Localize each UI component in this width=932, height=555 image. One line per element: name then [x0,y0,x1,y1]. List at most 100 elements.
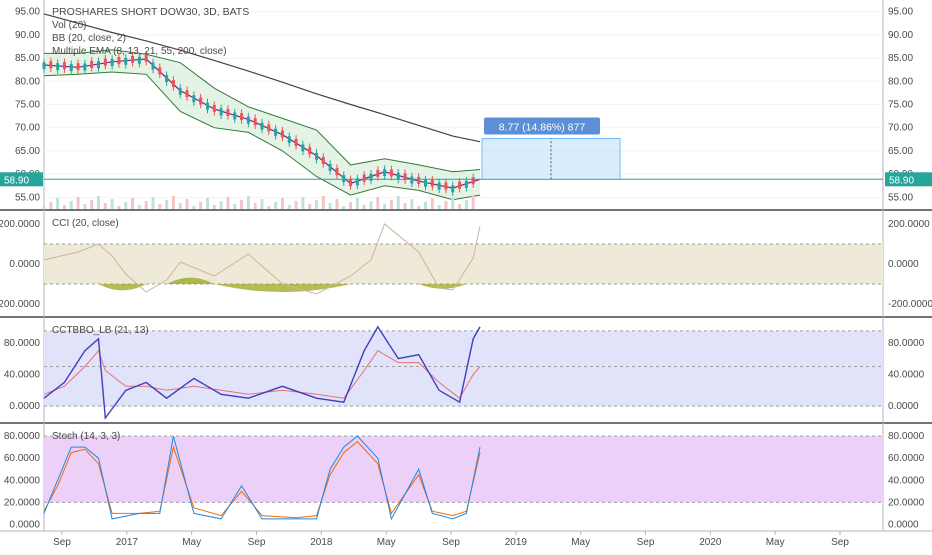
stoch-tick-label: 60.0000 [888,453,925,464]
volume-bar [185,199,189,209]
candle-body [458,181,462,189]
volume-bar [321,196,325,209]
stoch-band [44,436,883,503]
volume-bar [328,203,332,209]
volume-bar [396,196,400,209]
candle-body [212,104,216,112]
measure-label: 8.77 (14.86%) 877 [499,122,586,134]
candle-body [369,173,373,181]
candle-body [192,95,196,103]
price-tick-label-right: 80.00 [888,76,913,87]
stoch-tick-label-left: 60.0000 [4,453,41,464]
volume-bar [151,197,155,209]
candle-body [451,185,455,193]
candle-body [240,113,244,121]
volume-bar [62,205,66,209]
volume-bar [471,196,475,209]
candle-body [131,55,135,63]
price-tick-label-right: 75.00 [888,100,913,111]
candle-body [267,124,271,132]
volume-bar [369,201,373,209]
candle-body [83,63,87,71]
time-axis-label: Sep [53,537,71,548]
volume-bar [212,205,216,209]
candle-body [417,176,421,184]
cci-band [44,244,883,284]
candle-body [349,179,353,187]
candle-body [165,75,169,83]
volume-bar [267,206,271,209]
candle-body [97,61,100,69]
cci-oversold-fill [98,284,147,291]
candle-body [185,90,189,98]
volume-bar [301,197,305,209]
volume-bar [437,205,441,209]
stoch-tick-label: 0.0000 [888,519,919,530]
volume-bar [383,204,387,209]
candle-body [199,97,203,105]
stoch-tick-label: 80.0000 [888,431,925,442]
candle-body [90,60,94,68]
last-price-label-left: 58.90 [4,175,29,186]
volume-bar [280,198,284,209]
volume-bar [219,201,223,209]
bollinger-upper-line [44,49,481,173]
cci-label: CCI (20, close) [52,218,119,229]
price-tick-label-right: 90.00 [888,30,913,41]
stoch-tick-label-left: 40.0000 [4,475,41,486]
last-price-badge-right [885,172,932,187]
cctbbo-tick-label: 0.0000 [888,401,919,412]
candle-body [437,182,441,190]
volume-bar [335,199,339,209]
candle-body [430,179,434,187]
volume-bar [192,206,196,209]
stoch-label: Stoch (14, 3, 3) [52,431,120,442]
candle-body [69,64,73,72]
price-tick-label-left: 55.00 [15,192,40,203]
volume-bar [171,196,175,209]
indicator-legend: Vol (20) [52,20,86,31]
cci-tick-label: 0.0000 [888,259,919,270]
volume-bar [178,203,182,209]
cci-oversold-fill [166,277,215,284]
volume-bar [199,202,203,209]
price-tick-label-left: 80.00 [15,76,40,87]
time-axis-label: Sep [248,537,266,548]
candle-body [103,58,107,66]
bollinger-lower-line [43,71,481,201]
volume-bar [69,201,73,209]
volume-bar [464,200,468,209]
candle-body [246,116,250,124]
cctbbo-tick-label: 40.0000 [888,369,925,380]
volume-bar [103,203,107,209]
volume-bar [274,202,278,209]
volume-bar [49,202,53,209]
volume-bar [451,197,455,209]
volume-bar [430,198,434,209]
volume-bar [117,206,121,209]
volume-bar [110,199,114,209]
time-axis-label: 2017 [116,537,139,548]
price-tick-label-right: 65.00 [888,146,913,157]
volume-bar [253,203,257,209]
cctbbo-label: CCTBBO_LB (21, 13) [52,325,149,336]
volume-bar [444,201,448,209]
last-price-label-right: 58.90 [889,175,914,186]
cci-tick-label-left: -200.0000 [0,299,40,310]
candle-body [280,130,284,138]
volume-bar [260,199,264,209]
candle-body [410,176,414,184]
time-axis-label: 2019 [505,537,528,548]
volume-bar [158,204,162,209]
candle-body [335,168,339,176]
cci-tick-label-left: 0.0000 [9,259,40,270]
volume-bar [137,205,141,209]
volume-bar [76,197,80,209]
volume-bar [165,200,169,209]
candle-body [362,174,366,182]
candle-body [158,67,162,75]
price-tick-label-right: 85.00 [888,53,913,64]
volume-bar [389,200,393,209]
candle-body [260,122,264,130]
